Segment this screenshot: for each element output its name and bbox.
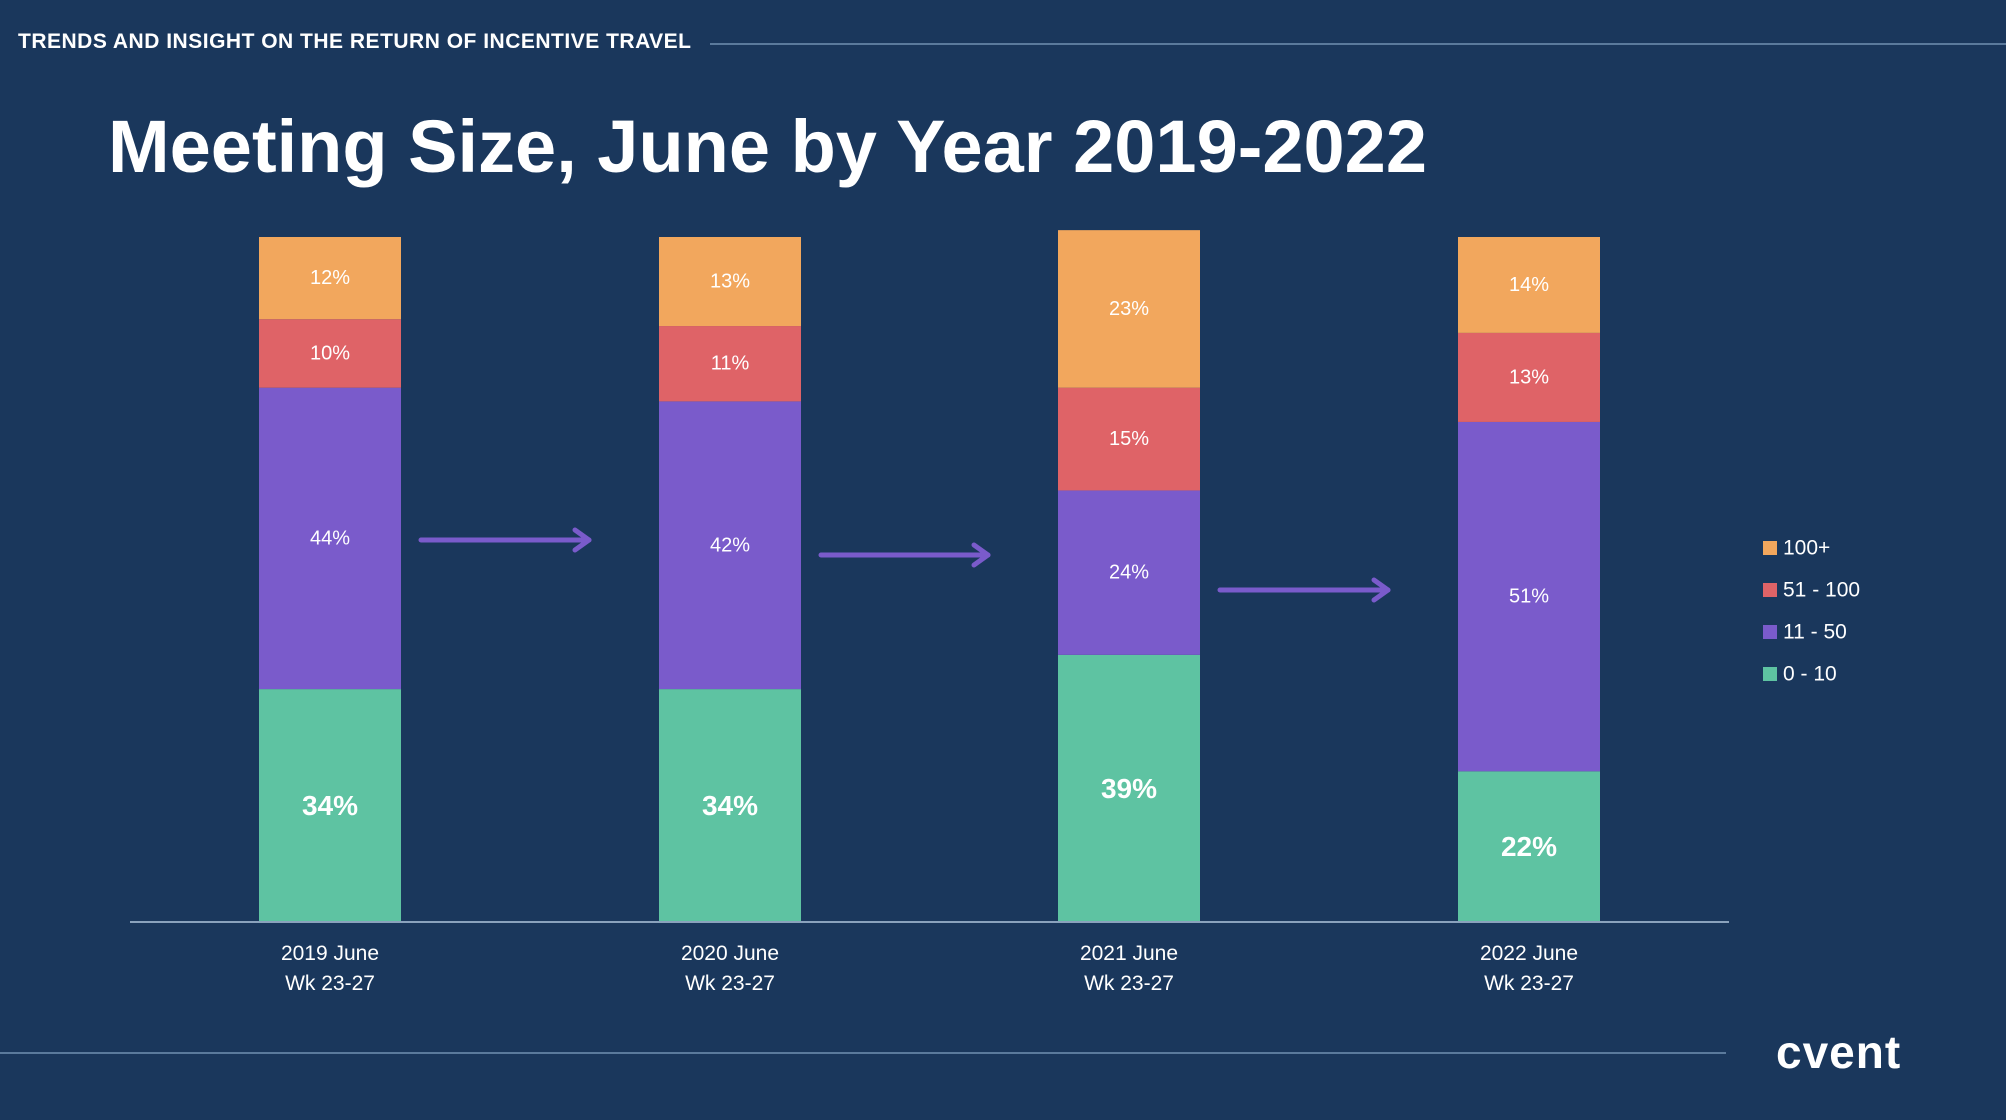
data-label: 24% [1109,562,1149,584]
data-label: 42% [710,534,750,556]
data-label: 13% [710,271,750,293]
x-tick-label: Wk 23-27 [1484,972,1574,995]
legend-swatch [1763,625,1777,639]
data-label: 44% [310,527,350,549]
page-title: Meeting Size, June by Year 2019-2022 [108,105,1427,188]
data-label: 51% [1509,586,1549,608]
x-tick-label: Wk 23-27 [685,972,775,995]
bar-segment-51-100-3 [1458,332,1600,422]
bar-segment-0-10-0 [259,689,401,922]
bar-segment-0-10-2 [1058,654,1200,922]
bar-segment-0-10-3 [1458,771,1600,922]
data-label: 11% [711,353,750,375]
x-tick-label: 2019 June [281,942,379,965]
data-label: 39% [1101,773,1157,804]
x-tick-label: 2020 June [681,942,779,965]
data-label: 22% [1501,831,1557,862]
header-divider [710,43,2006,45]
bar-segment-100--3 [1458,237,1600,333]
legend-swatch [1763,583,1777,597]
header-text: TRENDS AND INSIGHT ON THE RETURN OF INCE… [18,30,692,53]
bar-segment-11-50-0 [259,387,401,690]
legend-swatch [1763,541,1777,555]
data-label: 10% [310,342,350,364]
data-label: 14% [1509,274,1549,296]
bar-segment-100--2 [1058,230,1200,388]
footer-divider [0,1052,1726,1054]
bar-segment-100--1 [659,237,801,327]
data-label: 23% [1109,298,1149,320]
trend-arrow-head-3 [1371,577,1391,603]
x-tick-label: 2021 June [1080,942,1178,965]
legend-label: 0 - 10 [1783,663,1837,686]
x-tick-label: 2022 June [1480,942,1578,965]
cvent-logo: cvent [1776,1026,1902,1078]
legend-label: 100+ [1783,537,1830,560]
x-tick-label: Wk 23-27 [1084,972,1174,995]
bar-segment-11-50-3 [1458,421,1600,772]
data-label: 34% [702,790,758,821]
bar-segment-51-100-2 [1058,387,1200,491]
trend-arrow-head-1 [572,527,592,553]
bar-segment-100--0 [259,237,401,320]
bar-segment-11-50-1 [659,401,801,690]
data-label: 13% [1509,366,1549,388]
data-label: 15% [1109,428,1149,450]
trend-arrow-head-2 [971,542,991,568]
bar-segment-11-50-2 [1058,490,1200,655]
legend-label: 11 - 50 [1783,621,1847,644]
bar-segment-0-10-1 [659,689,801,922]
data-label: 34% [302,790,358,821]
bar-segment-51-100-0 [259,319,401,388]
legend-label: 51 - 100 [1783,579,1860,602]
legend-swatch [1763,667,1777,681]
x-tick-label: Wk 23-27 [285,972,375,995]
data-label: 12% [310,267,350,289]
bar-segment-51-100-1 [659,326,801,402]
